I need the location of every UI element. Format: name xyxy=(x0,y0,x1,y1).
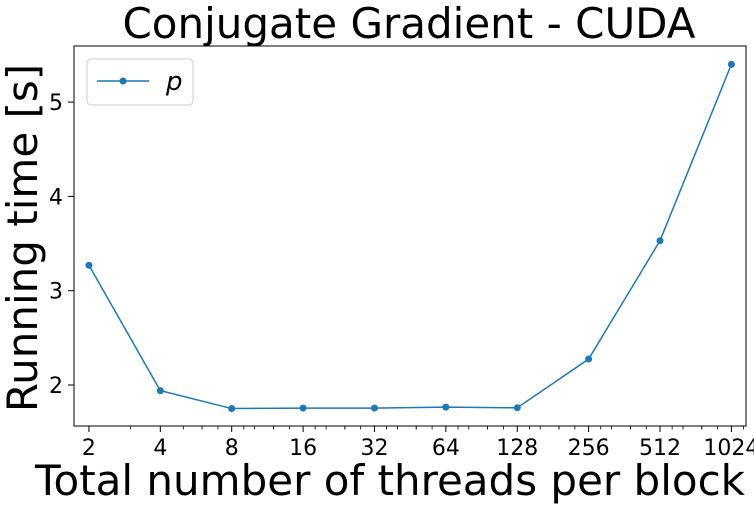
plot-area xyxy=(73,45,747,427)
data-point xyxy=(727,60,735,68)
data-point xyxy=(656,237,664,245)
x-tick-label: 8 xyxy=(225,436,239,461)
y-tick-label: 3 xyxy=(49,280,63,305)
data-point xyxy=(228,405,236,413)
x-axis-label: Total number of threads per block xyxy=(34,456,746,505)
x-tick-label: 4 xyxy=(153,436,167,461)
y-tick-label: 2 xyxy=(49,374,63,399)
legend-marker-icon xyxy=(119,77,127,85)
y-axis: 2 3 4 5 xyxy=(49,91,74,399)
data-point xyxy=(156,387,164,395)
x-tick-label: 512 xyxy=(639,436,681,461)
x-tick-label: 16 xyxy=(289,436,317,461)
data-point xyxy=(442,403,450,411)
legend-label: p xyxy=(165,67,183,97)
data-point xyxy=(370,404,378,412)
x-axis: 2 4 8 16 32 64 128 256 512 1024 xyxy=(82,426,754,461)
chart-title: Conjugate Gradient - CUDA xyxy=(122,0,695,48)
series-line xyxy=(88,64,733,410)
x-tick-label: 64 xyxy=(432,436,460,461)
data-point xyxy=(513,404,521,412)
x-tick-label: 128 xyxy=(496,436,538,461)
y-axis-label: Running time [s] xyxy=(0,64,47,412)
x-tick-label: 1024 xyxy=(703,436,754,461)
y-tick-label: 5 xyxy=(49,91,63,116)
data-point xyxy=(85,261,93,269)
legend-box xyxy=(86,58,194,106)
x-tick-label: 256 xyxy=(568,436,610,461)
data-point xyxy=(585,355,593,363)
legend: p xyxy=(86,58,194,106)
x-tick-label: 32 xyxy=(360,436,388,461)
data-point xyxy=(299,404,307,412)
y-tick-label: 4 xyxy=(49,185,63,210)
x-tick-label: 2 xyxy=(82,436,96,461)
series-p xyxy=(85,60,735,413)
